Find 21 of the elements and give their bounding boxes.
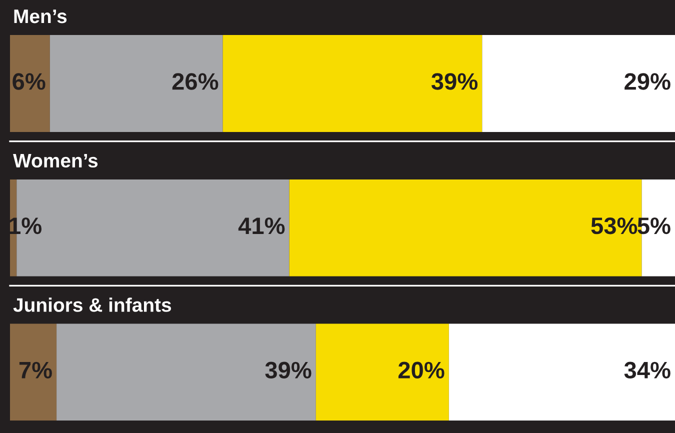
bar	[10, 324, 57, 421]
data-label: 7%	[19, 362, 52, 378]
bar	[316, 324, 449, 421]
data-label: 39%	[431, 73, 478, 90]
bar	[10, 35, 50, 132]
data-label: 29%	[624, 73, 670, 90]
data-label: 53%	[591, 217, 638, 234]
bar	[56, 324, 316, 421]
chart-title: Juniors & infants	[13, 298, 172, 312]
chart-title: Men’s	[14, 10, 67, 24]
bar	[482, 35, 675, 132]
data-label: 34%	[624, 362, 670, 379]
data-label: 26%	[172, 73, 218, 90]
bar	[448, 324, 675, 421]
bar	[222, 35, 482, 132]
bar	[50, 35, 223, 132]
data-label: 39%	[265, 362, 312, 379]
chart-title: Women’s	[13, 154, 98, 168]
data-label: 41%	[238, 218, 285, 234]
data-label: 20%	[398, 362, 444, 379]
data-label: 6%	[12, 73, 46, 90]
